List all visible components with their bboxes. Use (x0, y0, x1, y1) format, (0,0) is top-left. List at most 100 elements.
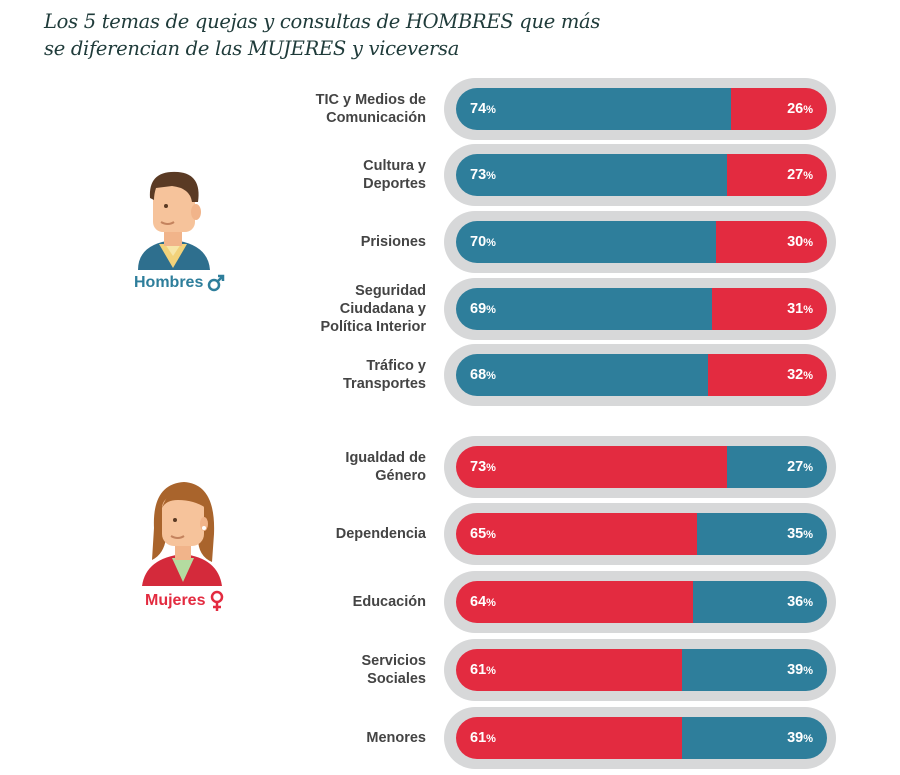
hombres-bar-segment: 73% (456, 154, 727, 196)
mujeres-value-label: 61% (470, 649, 496, 691)
hombres-value-label: 39% (787, 717, 813, 759)
value-number: 61 (470, 730, 487, 746)
value-suffix: % (803, 597, 813, 609)
category-label-line: Transportes (343, 376, 426, 392)
mujeres-figure (138, 478, 228, 591)
bar: 64% 36% (456, 581, 827, 623)
category-label: Educación (226, 571, 426, 633)
value-suffix: % (486, 104, 496, 116)
category-label-line: Igualdad de (345, 450, 426, 466)
mujeres-bar-segment: 31% (711, 288, 827, 330)
bar-track: 61% 39% (444, 639, 836, 701)
mujeres-value-label: 31% (787, 288, 813, 330)
value-suffix: % (486, 170, 496, 182)
hombres-bar-segment: 27% (726, 446, 827, 488)
value-suffix: % (486, 597, 496, 609)
value-number: 30 (787, 234, 804, 250)
hombres-bar-segment: 70% (456, 221, 716, 263)
bar-track: 73% 27% (444, 144, 836, 206)
hombres-bar-segment: 39% (682, 717, 827, 759)
hombres-figure (128, 168, 218, 275)
hombres-label: Hombres (134, 274, 225, 292)
bar-row: Prisiones 70% 30% (0, 211, 900, 273)
hombres-value-label: 39% (787, 649, 813, 691)
category-label-line: Servicios (361, 653, 427, 669)
hombres-bar-segment: 35% (697, 513, 827, 555)
mujeres-bar-segment: 73% (456, 446, 727, 488)
value-suffix: % (803, 170, 813, 182)
value-suffix: % (803, 529, 813, 541)
value-suffix: % (803, 237, 813, 249)
mujeres-bar-segment: 32% (708, 354, 827, 396)
mujeres-value-label: 61% (470, 717, 496, 759)
bar: 73% 27% (456, 446, 827, 488)
hombres-bar-segment: 36% (693, 581, 827, 623)
man-avatar-icon (138, 171, 210, 270)
bar: 65% 35% (456, 513, 827, 555)
hombres-label-text: Hombres (134, 274, 204, 291)
value-number: 74 (470, 101, 487, 117)
category-label-line: Dependencia (335, 526, 426, 542)
female-symbol-icon (211, 590, 224, 611)
value-suffix: % (486, 529, 496, 541)
value-suffix: % (486, 237, 496, 249)
hombres-bar-segment: 74% (456, 88, 731, 130)
mujeres-bar-segment: 64% (456, 581, 694, 623)
bar: 70% 30% (456, 221, 827, 263)
category-label: Prisiones (226, 211, 426, 273)
value-number: 64 (470, 594, 487, 610)
value-number: 26 (787, 101, 804, 117)
bar: 69% 31% (456, 288, 827, 330)
value-number: 36 (787, 594, 804, 610)
category-label-line: TIC y Medios de (315, 92, 426, 108)
mujeres-value-label: 73% (470, 446, 496, 488)
mujeres-bar-segment: 27% (726, 154, 827, 196)
bar-track: 70% 30% (444, 211, 836, 273)
category-label-line: Seguridad (355, 283, 426, 299)
value-suffix: % (486, 370, 496, 382)
category-label-line: Cultura y (363, 158, 426, 174)
value-number: 27 (787, 459, 804, 475)
value-suffix: % (803, 370, 813, 382)
bar-track: 64% 36% (444, 571, 836, 633)
category-label: Servicios Sociales (226, 639, 427, 701)
hombres-value-label: 36% (787, 581, 813, 623)
category-label-line: Género (375, 468, 426, 484)
mujeres-value-label: 65% (470, 513, 496, 555)
value-number: 68 (470, 367, 487, 383)
hombres-bar-segment: 69% (456, 288, 712, 330)
bar-row: Igualdad de Género 73% 27% (0, 436, 900, 498)
bar-row: Dependencia 65% 35% (0, 503, 900, 565)
bar-track: 65% 35% (444, 503, 836, 565)
value-number: 27 (787, 167, 804, 183)
value-suffix: % (803, 104, 813, 116)
bar-track: 69% 31% (444, 278, 836, 340)
bar-track: 68% 32% (444, 344, 836, 406)
bar: 73% 27% (456, 154, 827, 196)
value-suffix: % (803, 733, 813, 745)
mujeres-bar-segment: 26% (730, 88, 827, 130)
value-suffix: % (486, 304, 496, 316)
value-number: 31 (787, 301, 804, 317)
category-label-line: Educación (352, 594, 426, 610)
value-number: 32 (787, 367, 804, 383)
hombres-value-label: 27% (787, 446, 813, 488)
hombres-bar-segment: 68% (456, 354, 709, 396)
mujeres-value-label: 64% (470, 581, 496, 623)
value-number: 65 (470, 526, 487, 542)
category-label: Seguridad Ciudadana y Política Interior (226, 278, 426, 340)
mujeres-bar-segment: 65% (456, 513, 698, 555)
value-suffix: % (803, 462, 813, 474)
category-label-line: Comunicación (326, 110, 426, 126)
value-number: 39 (787, 730, 804, 746)
value-number: 69 (470, 301, 487, 317)
bar-row: Menores 61% 39% (0, 707, 900, 769)
mujeres-bar-segment: 61% (456, 717, 683, 759)
value-number: 61 (470, 662, 487, 678)
category-label-line: Tráfico y (366, 358, 426, 374)
hombres-bar-segment: 39% (682, 649, 827, 691)
category-label-line: Prisiones (360, 234, 426, 250)
bar: 61% 39% (456, 717, 827, 759)
mujeres-label: Mujeres (145, 590, 225, 612)
mujeres-value-label: 30% (787, 221, 813, 263)
